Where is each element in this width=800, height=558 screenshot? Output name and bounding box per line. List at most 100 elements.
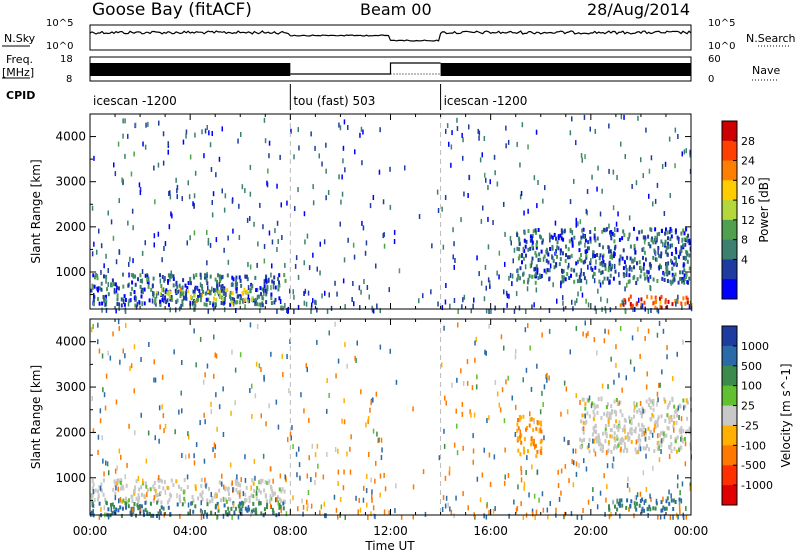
echo-cell <box>352 281 354 286</box>
echo-cell <box>619 326 622 331</box>
echo-cell <box>664 239 667 244</box>
echo-cell <box>206 281 209 286</box>
echo-cell <box>635 501 638 506</box>
echo-cell <box>344 514 346 520</box>
echo-cell <box>667 299 670 304</box>
echo-cell <box>467 193 469 198</box>
echo-cell <box>598 242 601 247</box>
echo-cell <box>337 448 339 454</box>
echo-cell <box>649 244 652 249</box>
echo-cell <box>665 433 668 438</box>
echo-cell <box>286 200 288 206</box>
echo-cell <box>526 455 528 461</box>
echo-cell <box>271 507 274 512</box>
echo-cell <box>586 189 589 194</box>
echo-cell <box>488 323 490 329</box>
echo-cell <box>456 377 458 383</box>
echo-cell <box>443 443 446 449</box>
echo-cell <box>656 237 658 243</box>
echo-cell <box>624 154 626 159</box>
echo-cell <box>659 382 661 388</box>
echo-cell <box>660 239 663 244</box>
echo-cell <box>682 398 685 403</box>
echo-cell <box>481 472 484 478</box>
echo-cell <box>266 287 269 292</box>
echo-cell <box>210 167 213 172</box>
echo-cell <box>665 506 668 511</box>
echo-cell <box>549 501 551 506</box>
echo-cell <box>206 125 208 130</box>
echo-cell <box>666 230 669 235</box>
echo-cell <box>536 363 538 369</box>
echo-cell <box>124 118 126 124</box>
echo-cell <box>477 128 479 134</box>
echo-cell <box>627 237 630 242</box>
echo-cell <box>446 123 449 129</box>
echo-cell <box>103 263 105 269</box>
echo-cell <box>316 266 318 272</box>
echo-cell <box>114 282 117 287</box>
echo-cell <box>206 230 208 235</box>
echo-cell <box>170 273 173 278</box>
echo-cell <box>634 504 637 509</box>
echo-cell <box>194 132 196 138</box>
echo-cell <box>520 190 523 196</box>
echo-cell <box>683 149 686 155</box>
echo-cell <box>162 160 165 166</box>
echo-cell <box>513 247 516 253</box>
echo-cell <box>467 505 469 511</box>
echo-cell <box>236 474 238 480</box>
echo-cell <box>234 478 237 483</box>
echo-cell <box>340 199 342 205</box>
echo-cell <box>582 508 584 513</box>
echo-cell <box>237 294 240 299</box>
echo-cell <box>201 497 204 502</box>
echo-cell <box>157 231 160 237</box>
echo-cell <box>342 278 345 284</box>
echo-cell <box>256 287 259 292</box>
echo-cell <box>682 339 684 345</box>
echo-cell <box>571 116 573 122</box>
echo-cell <box>212 191 215 197</box>
echo-cell <box>341 191 344 197</box>
echo-cell <box>166 485 169 490</box>
echo-cell <box>517 418 519 422</box>
echo-cell <box>375 263 377 269</box>
echo-cell <box>235 286 238 291</box>
echo-cell <box>158 514 161 520</box>
echo-cell <box>214 505 217 510</box>
echo-cell <box>231 480 233 486</box>
echo-cell <box>140 357 142 362</box>
echo-cell <box>601 270 604 275</box>
echo-cell <box>294 263 297 269</box>
echo-cell <box>372 195 375 200</box>
echo-cell <box>584 249 587 254</box>
echo-cell <box>628 436 631 441</box>
echo-cell <box>529 263 532 269</box>
echo-cell <box>629 419 631 424</box>
echo-cell <box>582 426 585 431</box>
echo-cell <box>498 250 501 256</box>
echo-cell <box>284 262 286 268</box>
echo-cell <box>209 142 212 148</box>
echo-cell <box>608 260 611 265</box>
echo-cell <box>539 273 541 279</box>
echo-cell <box>116 293 119 298</box>
echo-cell <box>596 410 599 415</box>
echo-cell <box>627 297 630 302</box>
echo-cell <box>580 419 582 424</box>
echo-cell <box>310 503 313 509</box>
echo-cell <box>606 484 608 490</box>
echo-cell <box>636 439 639 444</box>
echo-cell <box>601 280 604 285</box>
freq-block-0 <box>90 63 291 76</box>
echo-cell <box>448 466 451 472</box>
echo-cell <box>608 168 610 174</box>
echo-cell <box>359 507 362 513</box>
colorbar-frame <box>721 120 738 300</box>
echo-cell <box>635 450 638 455</box>
echo-cell <box>209 301 212 305</box>
echo-cell <box>237 138 239 144</box>
echo-cell <box>115 481 117 485</box>
echo-cell <box>376 303 378 309</box>
